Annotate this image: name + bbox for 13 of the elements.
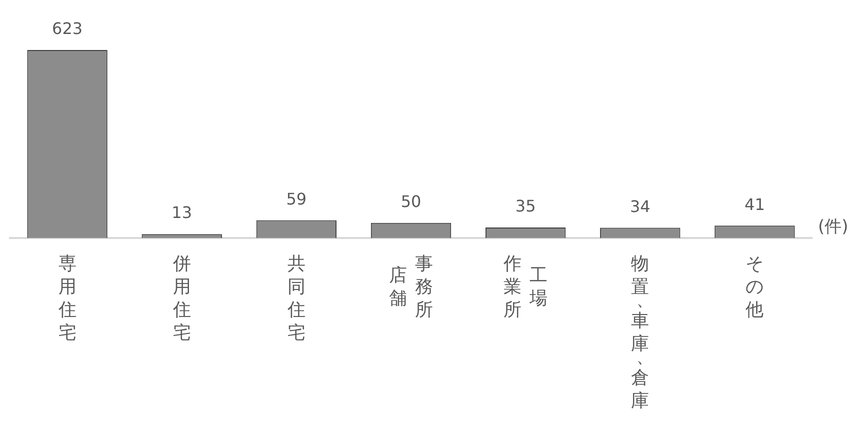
data-label: 35 <box>515 196 536 216</box>
x-tick-label: 専用住宅 <box>57 254 76 344</box>
x-tick-label: その他 <box>746 254 764 321</box>
data-label: 59 <box>286 189 307 208</box>
x-tick-label: 共同住宅 <box>286 254 306 344</box>
x-tick-label: 併用住宅 <box>172 254 191 344</box>
data-label: 34 <box>630 196 650 216</box>
data-label: 41 <box>744 194 765 214</box>
x-tick-label: 物置、車庫、倉庫 <box>631 254 654 412</box>
y-axis-title: (件) <box>818 216 848 237</box>
data-label: 13 <box>172 203 192 222</box>
data-label: 50 <box>400 192 422 212</box>
data-label: 623 <box>52 19 83 38</box>
